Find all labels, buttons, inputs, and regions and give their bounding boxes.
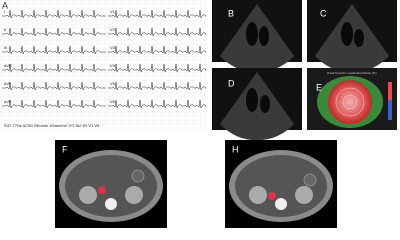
echo-d: D: [212, 68, 302, 141]
lead-label: II: [4, 27, 6, 32]
panel-label: C: [320, 8, 327, 18]
ct-h: H: [225, 140, 337, 228]
page: {"panels": {"a": "A", "b": "B", "c": "C"…: [0, 0, 397, 228]
echo-b: B: [212, 0, 302, 73]
ct-f: F: [55, 140, 167, 228]
lead-label: I: [4, 9, 5, 14]
ecg-trace: [108, 63, 207, 73]
lead-label: V3: [110, 45, 116, 50]
lead-label: V4: [110, 63, 116, 68]
lead-label: aVF: [4, 99, 12, 104]
strain-title: Peak Systolic Longitudinal Strain (%): [327, 71, 376, 75]
ecg-trace: [2, 27, 106, 37]
ecg-trace: [108, 45, 207, 55]
lead-label: V1: [110, 9, 116, 14]
lead-label: V2: [110, 27, 116, 32]
strain-map: Peak Systolic Longitudinal Strain (%) E: [307, 68, 397, 130]
ecg-trace: [2, 63, 106, 73]
panel-label: A: [2, 0, 8, 10]
ecg-trace: [108, 99, 207, 109]
ecg-footer: S47-77Hz AC50 25mm/s 10mm/mV 4*2.5s+1R V…: [4, 123, 100, 128]
lead-label: V5: [110, 81, 116, 86]
panel-label: H: [232, 144, 239, 154]
ecg-trace: [2, 45, 106, 55]
panel-label: F: [62, 144, 68, 154]
ecg-trace: [108, 27, 207, 37]
panel-label: E: [316, 82, 322, 92]
panel-label: D: [228, 78, 235, 88]
lead-label: aVL: [4, 81, 12, 86]
ecg-trace: [2, 99, 106, 109]
ecg-trace: [2, 9, 106, 19]
ecg-trace: [108, 81, 207, 91]
figure: A I V1 II V2 III V3 aVR V4 aVL V5 aVF V6 S47-77Hz A…: [0, 0, 397, 228]
ecg-traces: I V1 II V2 III V3 aVR V4 aVL V5 aVF V6: [2, 9, 207, 109]
echo-c: C: [307, 0, 397, 73]
lead-label: aVR: [4, 63, 12, 68]
ecg-trace: [108, 9, 207, 19]
lead-label: III: [4, 45, 7, 50]
ecg-trace: [2, 81, 106, 91]
lead-label: V6: [110, 99, 116, 104]
panel-label: B: [228, 8, 234, 18]
